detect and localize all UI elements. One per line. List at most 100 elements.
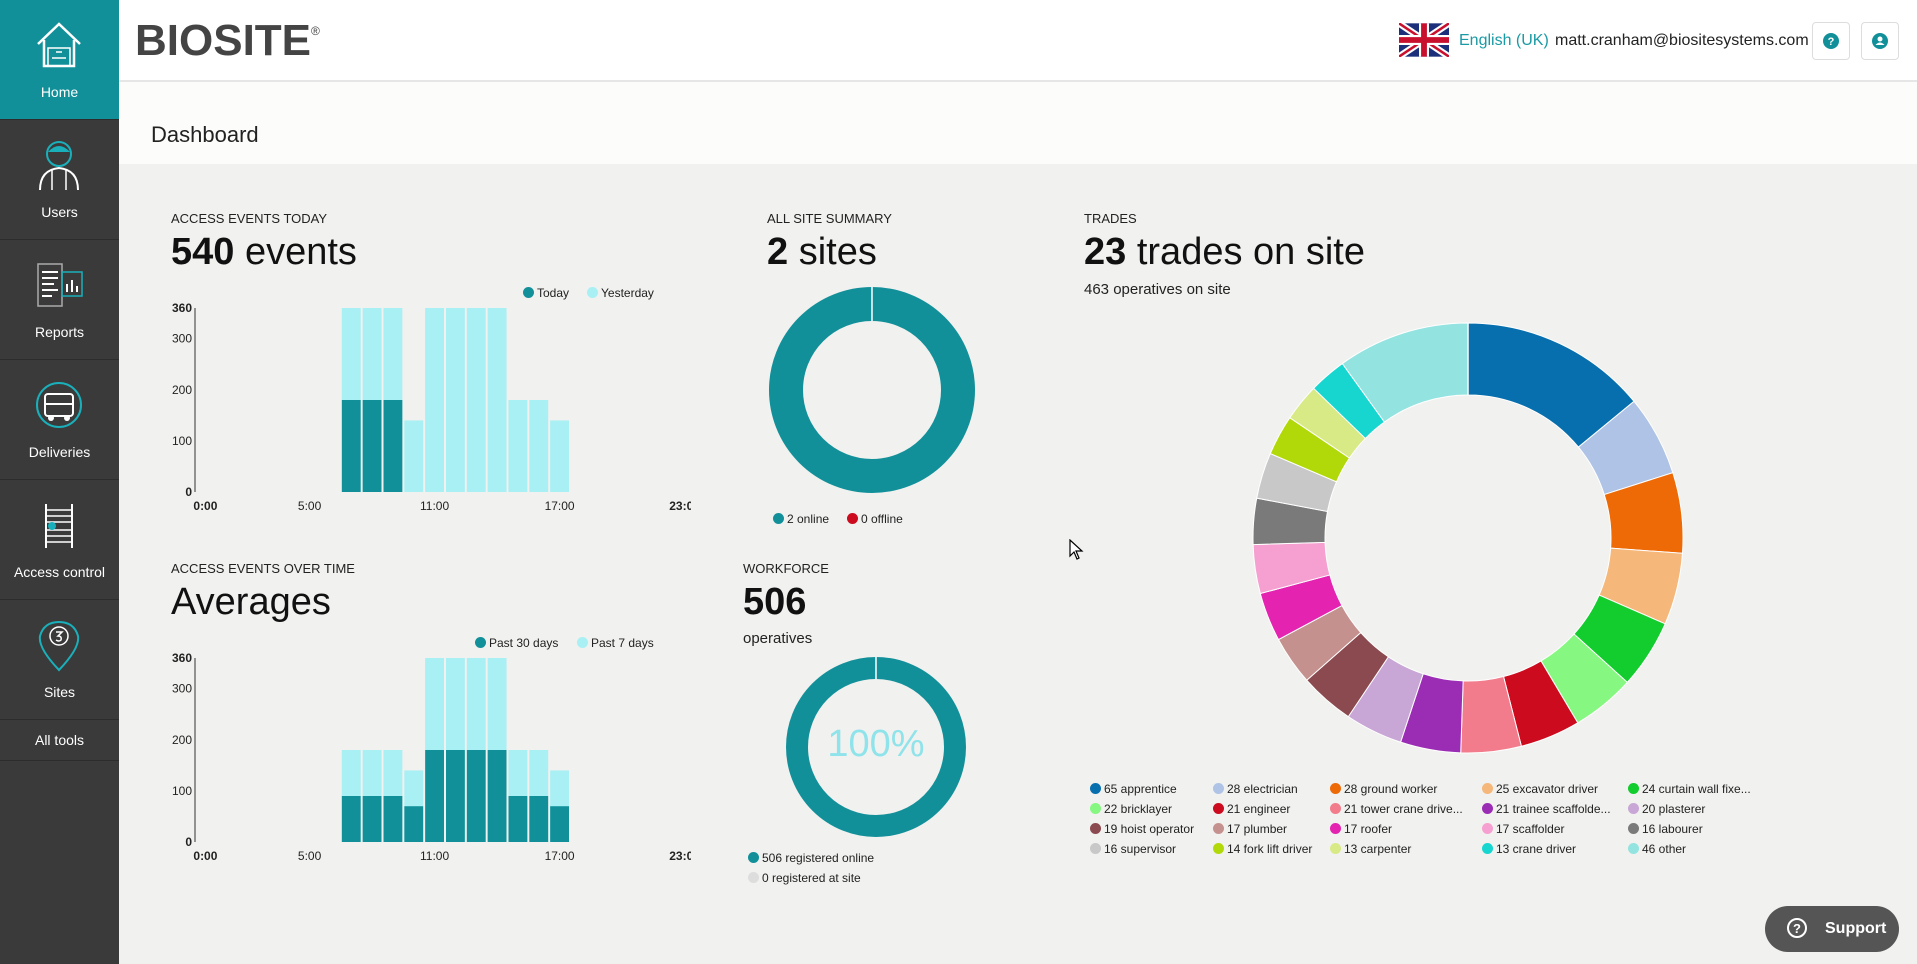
turnstile-icon — [45, 504, 73, 548]
language-selector[interactable]: English (UK) — [1459, 32, 1549, 49]
user-email: matt.cranham@biositesystems.com — [1555, 32, 1809, 49]
sidebar-item-sites[interactable]: Sites — [0, 600, 119, 720]
support-button[interactable]: ? Support — [1765, 906, 1899, 952]
legend-label: 24 curtain wall fixe... — [1642, 782, 1751, 796]
trades-legend-item[interactable]: 28 ground worker — [1330, 782, 1437, 796]
legend-label: Past 30 days — [489, 636, 559, 650]
access-today-label: ACCESS EVENTS TODAY — [171, 211, 328, 226]
help-button[interactable]: ? — [1812, 22, 1850, 60]
y-tick-label: 300 — [172, 332, 192, 346]
trades-legend-item[interactable]: 20 plasterer — [1628, 802, 1705, 816]
y-tick-label: 100 — [172, 434, 192, 448]
bar-today — [362, 400, 382, 492]
y-tick-label: 0 — [185, 485, 192, 499]
access-over-time-chart: 0 100 200 300 360 0:00 5:00 11:00 17:00 23:00 — [172, 651, 691, 863]
trades-legend-item[interactable]: 25 excavator driver — [1482, 782, 1598, 796]
sidebar: Home Users Reports Deliveries — [0, 0, 119, 964]
trades-legend-item[interactable]: 14 fork lift driver — [1213, 842, 1312, 856]
bar-past-30-days — [404, 806, 424, 842]
sidebar-item-deliveries[interactable]: Deliveries — [0, 360, 119, 480]
trades-legend-item[interactable]: 19 hoist operator — [1090, 822, 1194, 836]
legend-dot — [748, 872, 759, 883]
legend-label: 16 supervisor — [1104, 842, 1177, 856]
trades-legend-item[interactable]: 13 crane driver — [1482, 842, 1576, 856]
sidebar-item-users[interactable]: Users — [0, 120, 119, 240]
logo-text: BIOSITE — [135, 16, 312, 65]
question-icon: ? — [1823, 33, 1839, 49]
bar-yesterday — [466, 308, 486, 492]
trades-legend-item[interactable]: 13 carpenter — [1330, 842, 1411, 856]
legend-registered-online[interactable]: 506 registered online — [748, 851, 874, 865]
legend-dot — [523, 287, 534, 298]
legend-dot — [1628, 783, 1639, 794]
trades-legend-item[interactable]: 17 plumber — [1213, 822, 1287, 836]
trades-legend-item[interactable]: 16 labourer — [1628, 822, 1703, 836]
trades-legend-item[interactable]: 21 engineer — [1213, 802, 1290, 816]
site-summary-label: ALL SITE SUMMARY — [767, 211, 892, 226]
sidebar-item-access-control[interactable]: Access control — [0, 480, 119, 600]
page-title: Dashboard — [151, 122, 259, 147]
legend-label: 22 bricklayer — [1104, 802, 1173, 816]
trades-legend-item[interactable]: 17 scaffolder — [1482, 822, 1565, 836]
trades-legend-item[interactable]: 16 supervisor — [1090, 842, 1176, 856]
legend-dot — [1628, 843, 1639, 854]
logo-mark: ® — [311, 24, 320, 38]
x-tick-label: 17:00 — [545, 849, 575, 863]
y-tick-label: 360 — [172, 651, 192, 665]
trades-legend-item[interactable]: 28 electrician — [1213, 782, 1298, 796]
trades-legend-item[interactable]: 24 curtain wall fixe... — [1628, 782, 1751, 796]
trades-legend-item[interactable]: 22 bricklayer — [1090, 802, 1172, 816]
legend-label: 17 scaffolder — [1496, 822, 1565, 836]
legend-past-7-days[interactable]: Past 7 days — [577, 636, 654, 650]
sidebar-item-label: Access control — [13, 564, 106, 580]
uk-flag-icon[interactable] — [1399, 23, 1449, 57]
legend-label: 13 crane driver — [1496, 842, 1577, 856]
bar-yesterday — [404, 420, 424, 492]
legend-online[interactable]: 2 online — [773, 512, 829, 526]
all-tools-link[interactable]: All tools — [0, 720, 119, 761]
legend-today[interactable]: Today — [523, 286, 569, 300]
trades-donut — [1252, 322, 1684, 754]
site-count-number: 2 — [767, 231, 789, 273]
legend-dot — [475, 637, 486, 648]
trades-legend-item[interactable]: 21 trainee scaffolde... — [1482, 802, 1611, 816]
reports-icon — [37, 263, 83, 307]
trades-number: 23 — [1084, 231, 1127, 273]
y-tick-label: 0 — [185, 835, 192, 849]
bar-today — [341, 400, 361, 492]
legend-registered-at-site[interactable]: 0 registered at site — [748, 871, 861, 885]
legend-dot — [1330, 783, 1341, 794]
trades-legend-item[interactable]: 21 tower crane drive... — [1330, 802, 1463, 816]
biosite-logo[interactable]: BIOSITE® — [135, 16, 320, 66]
bar-past-30-days — [425, 750, 444, 842]
page-header: Dashboard — [119, 82, 1917, 164]
workforce-label: WORKFORCE — [743, 561, 829, 576]
legend-dot — [1090, 783, 1101, 794]
support-label: Support — [1825, 920, 1887, 937]
sidebar-item-label: Sites — [43, 684, 76, 700]
legend-past-30-days[interactable]: Past 30 days — [475, 636, 558, 650]
legend-offline[interactable]: 0 offline — [847, 512, 903, 526]
trades-legend-item[interactable]: 17 roofer — [1330, 822, 1392, 836]
legend-dot — [1482, 823, 1493, 834]
legend-label: 21 trainee scaffolde... — [1496, 802, 1611, 816]
legend-yesterday[interactable]: Yesterday — [587, 286, 654, 300]
access-today-chart: 0 100 200 300 360 0:00 5:00 11:00 17:00 23:00 — [172, 301, 691, 513]
site-summary-count: 2 sites — [767, 231, 877, 274]
workforce-count: 506 — [743, 581, 807, 623]
legend-dot — [773, 513, 784, 524]
legend-dot — [1090, 843, 1101, 854]
bar-past-30-days — [550, 806, 569, 842]
trades-legend-item[interactable]: 46 other — [1628, 842, 1686, 856]
trades-legend-item[interactable]: 65 apprentice — [1090, 782, 1177, 796]
x-tick-label: 5:00 — [298, 849, 322, 863]
sidebar-item-label: Home — [40, 84, 79, 100]
bar-yesterday — [487, 308, 507, 492]
y-tick-label: 100 — [172, 784, 192, 798]
legend-dot — [1482, 803, 1493, 814]
sidebar-item-home[interactable]: Home — [0, 0, 119, 120]
sidebar-item-reports[interactable]: Reports — [0, 240, 119, 360]
legend-label: 21 tower crane drive... — [1344, 802, 1463, 816]
trades-unit: trades on site — [1136, 231, 1365, 273]
account-button[interactable] — [1861, 22, 1899, 60]
